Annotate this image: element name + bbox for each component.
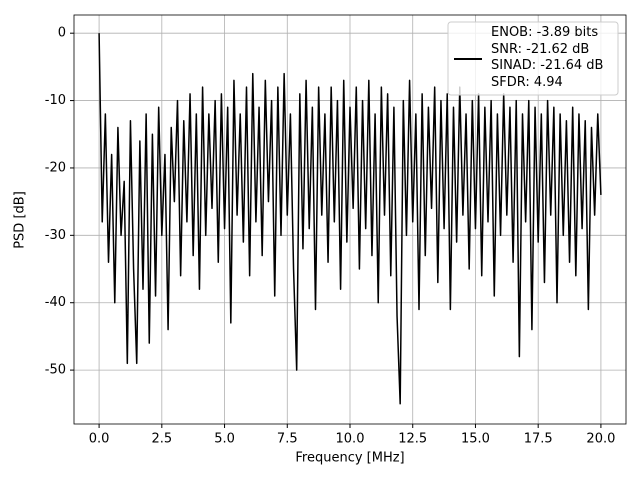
plot-frame — [73, 14, 627, 425]
x-tick-label: 0.0 — [89, 432, 110, 447]
y-tick-label: -40 — [45, 295, 66, 310]
y-tick-label: -30 — [45, 228, 66, 243]
x-tick-label: 12.5 — [398, 432, 427, 447]
x-tick-label: 15.0 — [461, 432, 490, 447]
x-tick-label: 5.0 — [214, 432, 235, 447]
line — [98, 33, 602, 405]
y-tick-label: -20 — [45, 160, 66, 175]
legend-label: ENOB: -3.89 bits SNR: -21.62 dB SINAD: -… — [491, 25, 604, 90]
x-tick-label: 2.5 — [151, 432, 172, 447]
legend-box — [447, 21, 619, 96]
x-tick-label: 20.0 — [586, 432, 615, 447]
x-tick-label: 17.5 — [524, 432, 553, 447]
x-axis-label: Frequency [MHz] — [295, 451, 404, 466]
y-axis-label: PSD [dB] — [13, 191, 28, 249]
x-tick-label: 10.0 — [336, 432, 365, 447]
y-tick-label: -50 — [45, 363, 66, 378]
y-tick-label: 0 — [58, 26, 66, 41]
y-tick-label: -10 — [45, 93, 66, 108]
x-tick-label: 7.5 — [277, 432, 298, 447]
